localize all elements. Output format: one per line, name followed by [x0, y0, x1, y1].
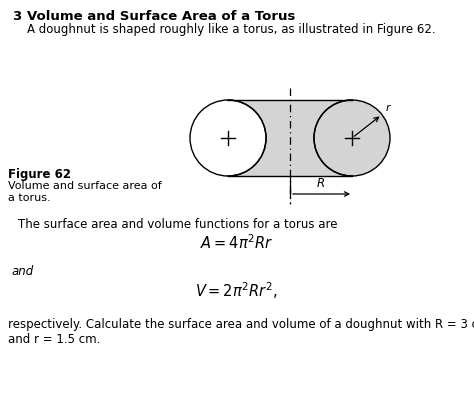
Text: and: and — [12, 265, 34, 278]
Text: Volume and surface area of: Volume and surface area of — [8, 181, 162, 191]
Circle shape — [190, 100, 266, 176]
Text: $V = 2\pi^2 Rr^2,$: $V = 2\pi^2 Rr^2,$ — [195, 280, 279, 301]
Text: and r = 1.5 cm.: and r = 1.5 cm. — [8, 333, 100, 346]
Circle shape — [314, 100, 390, 176]
Text: Figure 62: Figure 62 — [8, 168, 71, 181]
Polygon shape — [228, 100, 352, 176]
Text: R: R — [317, 177, 325, 190]
Text: A doughnut is shaped roughly like a torus, as illustrated in Figure 62.: A doughnut is shaped roughly like a toru… — [27, 23, 436, 36]
Text: a torus.: a torus. — [8, 193, 51, 203]
Text: r: r — [386, 103, 391, 113]
Text: respectively. Calculate the surface area and volume of a doughnut with R = 3 cm: respectively. Calculate the surface area… — [8, 318, 474, 331]
Text: The surface area and volume functions for a torus are: The surface area and volume functions fo… — [18, 218, 337, 231]
Text: 3: 3 — [12, 10, 21, 23]
Text: Volume and Surface Area of a Torus: Volume and Surface Area of a Torus — [27, 10, 295, 23]
Text: $A = 4\pi^2 Rr$: $A = 4\pi^2 Rr$ — [200, 233, 274, 252]
